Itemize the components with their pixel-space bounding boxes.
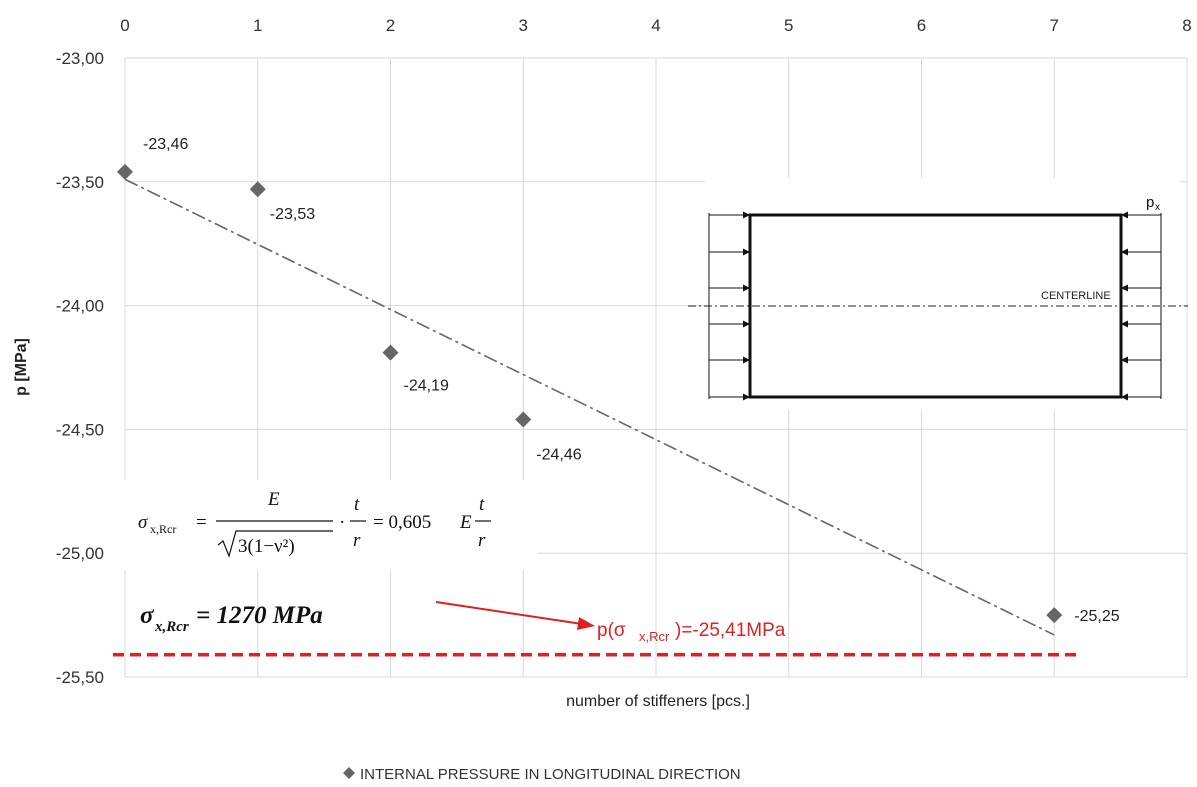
diagram-centerline-label: CENTERLINE — [1041, 290, 1111, 302]
x-tick-label: 7 — [1050, 16, 1059, 35]
y-axis-title: p [MPa] — [13, 338, 30, 396]
x-tick-label: 3 — [519, 16, 528, 35]
x-tick-label: 4 — [651, 16, 660, 35]
load-arrowhead-left — [743, 248, 750, 256]
formula-t: t — [354, 494, 360, 515]
legend-label: INTERNAL PRESSURE IN LONGITUDINAL DIRECT… — [360, 766, 741, 783]
diagram-load-subscript: x — [1155, 202, 1160, 213]
x-tick-label: 0 — [120, 16, 129, 35]
formula-sigma: σ — [138, 512, 148, 533]
formula-box: σ x,Rcr = E 3(1−ν²) · t r = 0,605 E t r — [122, 480, 537, 570]
load-arrowhead-right — [1121, 211, 1128, 219]
data-point-marker — [117, 163, 133, 180]
y-tick-label: -25,50 — [56, 668, 104, 687]
diagram-background — [705, 178, 1180, 410]
y-tick-label: -24,00 — [56, 297, 104, 316]
data-point-label: -23,46 — [143, 136, 188, 153]
formula-dot: · — [339, 512, 345, 533]
x-tick-label: 8 — [1182, 16, 1191, 35]
diagram-plate — [748, 213, 1123, 399]
pressure-result-annotation: p(σ x,Rcr )=-25,41MPa — [597, 620, 786, 644]
pressure-result-pre: p(σ — [597, 620, 626, 641]
x-tick-label: 5 — [784, 16, 793, 35]
data-point-marker — [515, 411, 532, 428]
load-arrowhead-right — [1121, 356, 1128, 364]
data-point-label: -25,25 — [1074, 608, 1119, 625]
tick-labels: 0 1 2 3 4 5 6 7 8 -23,00 -23,50 -24,00 -24,50 -25,00 -… — [56, 16, 1192, 687]
pressure-result-post: )=-25,41MPa — [675, 620, 786, 641]
data-markers — [117, 163, 1063, 624]
formula-equals: = — [196, 512, 207, 533]
load-arrowhead-left — [743, 284, 750, 292]
formula-radical — [217, 530, 333, 558]
formula-denominator: 3(1−ν²) — [238, 536, 295, 557]
y-tick-label: -23,50 — [56, 173, 104, 192]
red-arrow-shaft — [435, 601, 583, 625]
data-point-marker — [382, 344, 399, 361]
load-arrowhead-left — [743, 211, 750, 219]
formula-subscript: x,Rcr — [150, 522, 176, 536]
load-diagram: p x CENTERLINE — [688, 178, 1188, 410]
sigma-value-text: = 1270 MPa — [196, 602, 323, 629]
formula-t2: t — [479, 494, 485, 515]
trendline-layer — [124, 178, 1055, 636]
x-tick-label: 6 — [917, 16, 926, 35]
red-arrow — [435, 601, 595, 630]
y-tick-label: -25,00 — [56, 544, 104, 563]
diagram-load-label: p — [1146, 194, 1154, 211]
red-arrow-head — [577, 617, 595, 630]
y-tick-label: -24,50 — [56, 420, 104, 439]
sigma-symbol: σ — [140, 602, 155, 629]
x-axis-title: number of stiffeners [pcs.] — [566, 693, 750, 710]
data-point-label: -24,19 — [404, 378, 449, 395]
load-arrowhead-left — [743, 320, 750, 328]
load-arrowhead-right — [1121, 284, 1128, 292]
load-arrowhead-right — [1121, 393, 1128, 401]
data-point-marker — [1046, 607, 1063, 624]
load-arrowhead-right — [1121, 320, 1128, 328]
data-labels: -23,46 -23,53 -24,19 -24,46 -25,25 — [143, 136, 1120, 625]
load-arrowhead-right — [1121, 248, 1128, 256]
load-arrowhead-left — [743, 356, 750, 364]
data-point-label: -23,53 — [270, 206, 315, 223]
formula-numerator: E — [267, 489, 280, 510]
sigma-value-annotation: σ x,Rcr = 1270 MPa — [140, 602, 323, 635]
diagram-left-arrows — [709, 211, 750, 401]
formula-r2: r — [478, 530, 486, 551]
diagram-right-arrows — [1121, 211, 1161, 401]
legend: INTERNAL PRESSURE IN LONGITUDINAL DIRECT… — [343, 766, 741, 783]
pressure-result-subscript: x,Rcr — [639, 629, 670, 644]
y-tick-label: -23,00 — [56, 49, 104, 68]
trendline — [124, 178, 1055, 636]
legend-diamond-icon — [343, 767, 355, 779]
sigma-subscript: x,Rcr — [154, 619, 189, 635]
formula-background — [122, 480, 537, 570]
x-tick-label: 1 — [253, 16, 262, 35]
formula-r: r — [353, 530, 361, 551]
formula-E2: E — [459, 512, 472, 533]
data-point-marker — [249, 181, 266, 198]
formula-coefficient: = 0,605 — [373, 512, 431, 533]
data-point-label: -24,46 — [536, 446, 581, 463]
load-arrowhead-left — [743, 393, 750, 401]
x-tick-label: 2 — [386, 16, 395, 35]
